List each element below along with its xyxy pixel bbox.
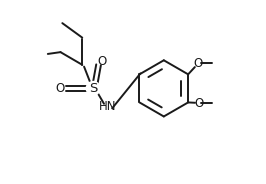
Text: O: O: [193, 57, 203, 70]
Text: HN: HN: [99, 100, 117, 113]
Circle shape: [86, 82, 100, 95]
Text: O: O: [194, 97, 203, 110]
Text: O: O: [55, 82, 64, 95]
Text: S: S: [89, 82, 97, 95]
Text: O: O: [98, 55, 107, 68]
